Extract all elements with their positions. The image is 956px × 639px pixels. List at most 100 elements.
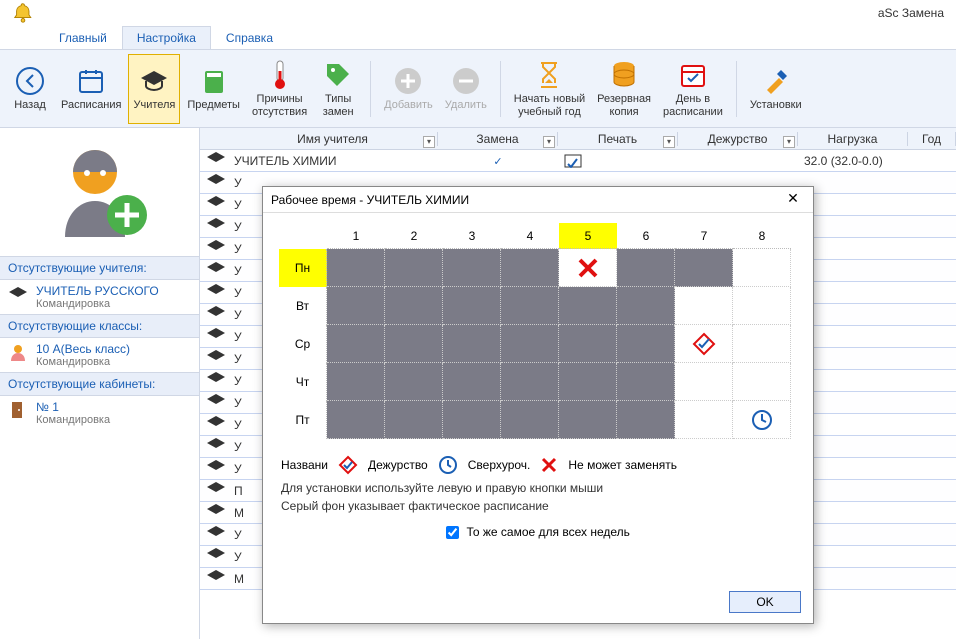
legend-duty: Дежурство [368, 458, 428, 472]
same-week-label: То же самое для всех недель [466, 525, 629, 539]
teachers-button[interactable]: Учителя [128, 54, 180, 124]
sidebar-item-room[interactable]: № 1 Командировка [0, 396, 199, 430]
dialog-cell[interactable] [733, 363, 791, 401]
dialog-cell[interactable] [385, 363, 443, 401]
col-name[interactable]: Имя учителя▾ [228, 132, 438, 146]
delete-label: Удалить [445, 99, 487, 111]
dialog-cell[interactable] [733, 401, 791, 439]
dialog-cell[interactable] [675, 249, 733, 287]
schedules-button[interactable]: Расписания [56, 54, 126, 124]
menu-tab-settings[interactable]: Настройка [122, 26, 211, 49]
col-sub[interactable]: Замена▾ [438, 132, 558, 146]
dialog-cell[interactable] [675, 287, 733, 325]
dialog-cell[interactable] [559, 287, 617, 325]
col-print[interactable]: Печать▾ [558, 132, 678, 146]
legend-overtime: Сверхуроч. [468, 458, 531, 472]
dialog-cell[interactable] [675, 401, 733, 439]
sub-types-button[interactable]: Типы замен [314, 54, 362, 124]
dialog-cell[interactable] [617, 287, 675, 325]
dialog-cell[interactable] [675, 363, 733, 401]
dialog-cell[interactable] [443, 401, 501, 439]
chevron-down-icon[interactable]: ▾ [543, 136, 555, 148]
day-in-schedule-button[interactable]: День в расписании [658, 54, 728, 124]
dialog-cell[interactable] [733, 325, 791, 363]
dialog-cell[interactable] [501, 401, 559, 439]
teacher-reason: Командировка [36, 298, 191, 310]
sidebar-item-class[interactable]: 10 А(Весь класс) Командировка [0, 338, 199, 372]
dialog-cell[interactable] [385, 249, 443, 287]
dialog-cell[interactable] [327, 287, 385, 325]
dialog-day-label[interactable]: Ср [279, 325, 327, 363]
col-load[interactable]: Нагрузка [798, 132, 908, 146]
dialog-cell[interactable] [675, 325, 733, 363]
col-year[interactable]: Год [908, 132, 956, 146]
dialog-day-label[interactable]: Пт [279, 401, 327, 439]
col-duty[interactable]: Дежурство▾ [678, 132, 798, 146]
dialog-cell[interactable] [733, 249, 791, 287]
dialog-cell[interactable] [327, 249, 385, 287]
dialog-col-header[interactable]: 2 [385, 223, 443, 249]
dialog-cell[interactable] [501, 287, 559, 325]
dialog-day-label[interactable]: Чт [279, 363, 327, 401]
dialog-cell[interactable] [559, 325, 617, 363]
menu-tab-help[interactable]: Справка [211, 26, 288, 49]
dialog-col-header[interactable]: 7 [675, 223, 733, 249]
calendar-check-icon [677, 59, 709, 91]
chevron-down-icon[interactable]: ▾ [423, 136, 435, 148]
dialog-cell[interactable] [443, 325, 501, 363]
dialog-cell[interactable] [501, 249, 559, 287]
dialog-cell[interactable] [617, 401, 675, 439]
dialog-col-header[interactable]: 5 [559, 223, 617, 249]
dialog-col-header[interactable]: 8 [733, 223, 791, 249]
dialog-col-header[interactable]: 4 [501, 223, 559, 249]
menu-tab-main[interactable]: Главный [44, 26, 122, 49]
dialog-cell[interactable] [385, 325, 443, 363]
dialog-cell[interactable] [559, 363, 617, 401]
dialog-cell[interactable] [501, 363, 559, 401]
table-row[interactable]: УЧИТЕЛЬ ХИМИИ 32.0 (32.0-0.0) [200, 150, 956, 172]
avatar-zone [0, 128, 199, 256]
same-week-checkbox[interactable] [446, 526, 459, 539]
cell-load: 32.0 (32.0-0.0) [798, 154, 908, 168]
dialog-cell[interactable] [327, 401, 385, 439]
dialog-col-header[interactable]: 3 [443, 223, 501, 249]
dialog-hint1: Для установки используйте левую и правую… [263, 479, 813, 497]
dialog-day-label[interactable]: Вт [279, 287, 327, 325]
dialog-col-header[interactable]: 1 [327, 223, 385, 249]
dialog-cell[interactable] [617, 249, 675, 287]
add-button[interactable]: Добавить [379, 54, 438, 124]
dialog-cell[interactable] [617, 325, 675, 363]
dialog-day-label[interactable]: Пн [279, 249, 327, 287]
dialog-cell[interactable] [443, 287, 501, 325]
dialog-cell[interactable] [327, 363, 385, 401]
dialog-cell[interactable] [559, 249, 617, 287]
bell-icon [12, 2, 34, 24]
dialog-titlebar: Рабочее время - УЧИТЕЛЬ ХИМИИ ✕ [263, 187, 813, 213]
dialog-cell[interactable] [385, 401, 443, 439]
dialog-cell[interactable] [617, 363, 675, 401]
dialog-cell[interactable] [385, 287, 443, 325]
dialog-cell[interactable] [327, 325, 385, 363]
settings-button[interactable]: Установки [745, 54, 807, 124]
delete-button[interactable]: Удалить [440, 54, 492, 124]
working-time-dialog: Рабочее время - УЧИТЕЛЬ ХИМИИ ✕ 12345678… [262, 186, 814, 624]
dialog-cell[interactable] [501, 325, 559, 363]
dialog-col-header[interactable]: 6 [617, 223, 675, 249]
dialog-same-week[interactable]: То же самое для всех недель [263, 515, 813, 549]
absence-reasons-button[interactable]: Причины отсутствия [247, 54, 312, 124]
chevron-down-icon[interactable]: ▾ [783, 136, 795, 148]
dialog-cell[interactable] [733, 287, 791, 325]
subjects-button[interactable]: Предметы [182, 54, 245, 124]
dialog-cell[interactable] [443, 249, 501, 287]
dialog-cell[interactable] [443, 363, 501, 401]
back-button[interactable]: Назад [6, 54, 54, 124]
sidebar-item-teacher[interactable]: УЧИТЕЛЬ РУССКОГО Командировка [0, 280, 199, 314]
reserve-button[interactable]: Резервная копия [592, 54, 656, 124]
close-icon[interactable]: ✕ [781, 190, 805, 210]
back-label: Назад [14, 99, 46, 111]
new-year-button[interactable]: Начать новый учебный год [509, 54, 590, 124]
ribbon: Назад Расписания Учителя Предметы Причин… [0, 50, 956, 128]
chevron-down-icon[interactable]: ▾ [663, 136, 675, 148]
dialog-cell[interactable] [559, 401, 617, 439]
ok-button[interactable]: OK [729, 591, 801, 613]
